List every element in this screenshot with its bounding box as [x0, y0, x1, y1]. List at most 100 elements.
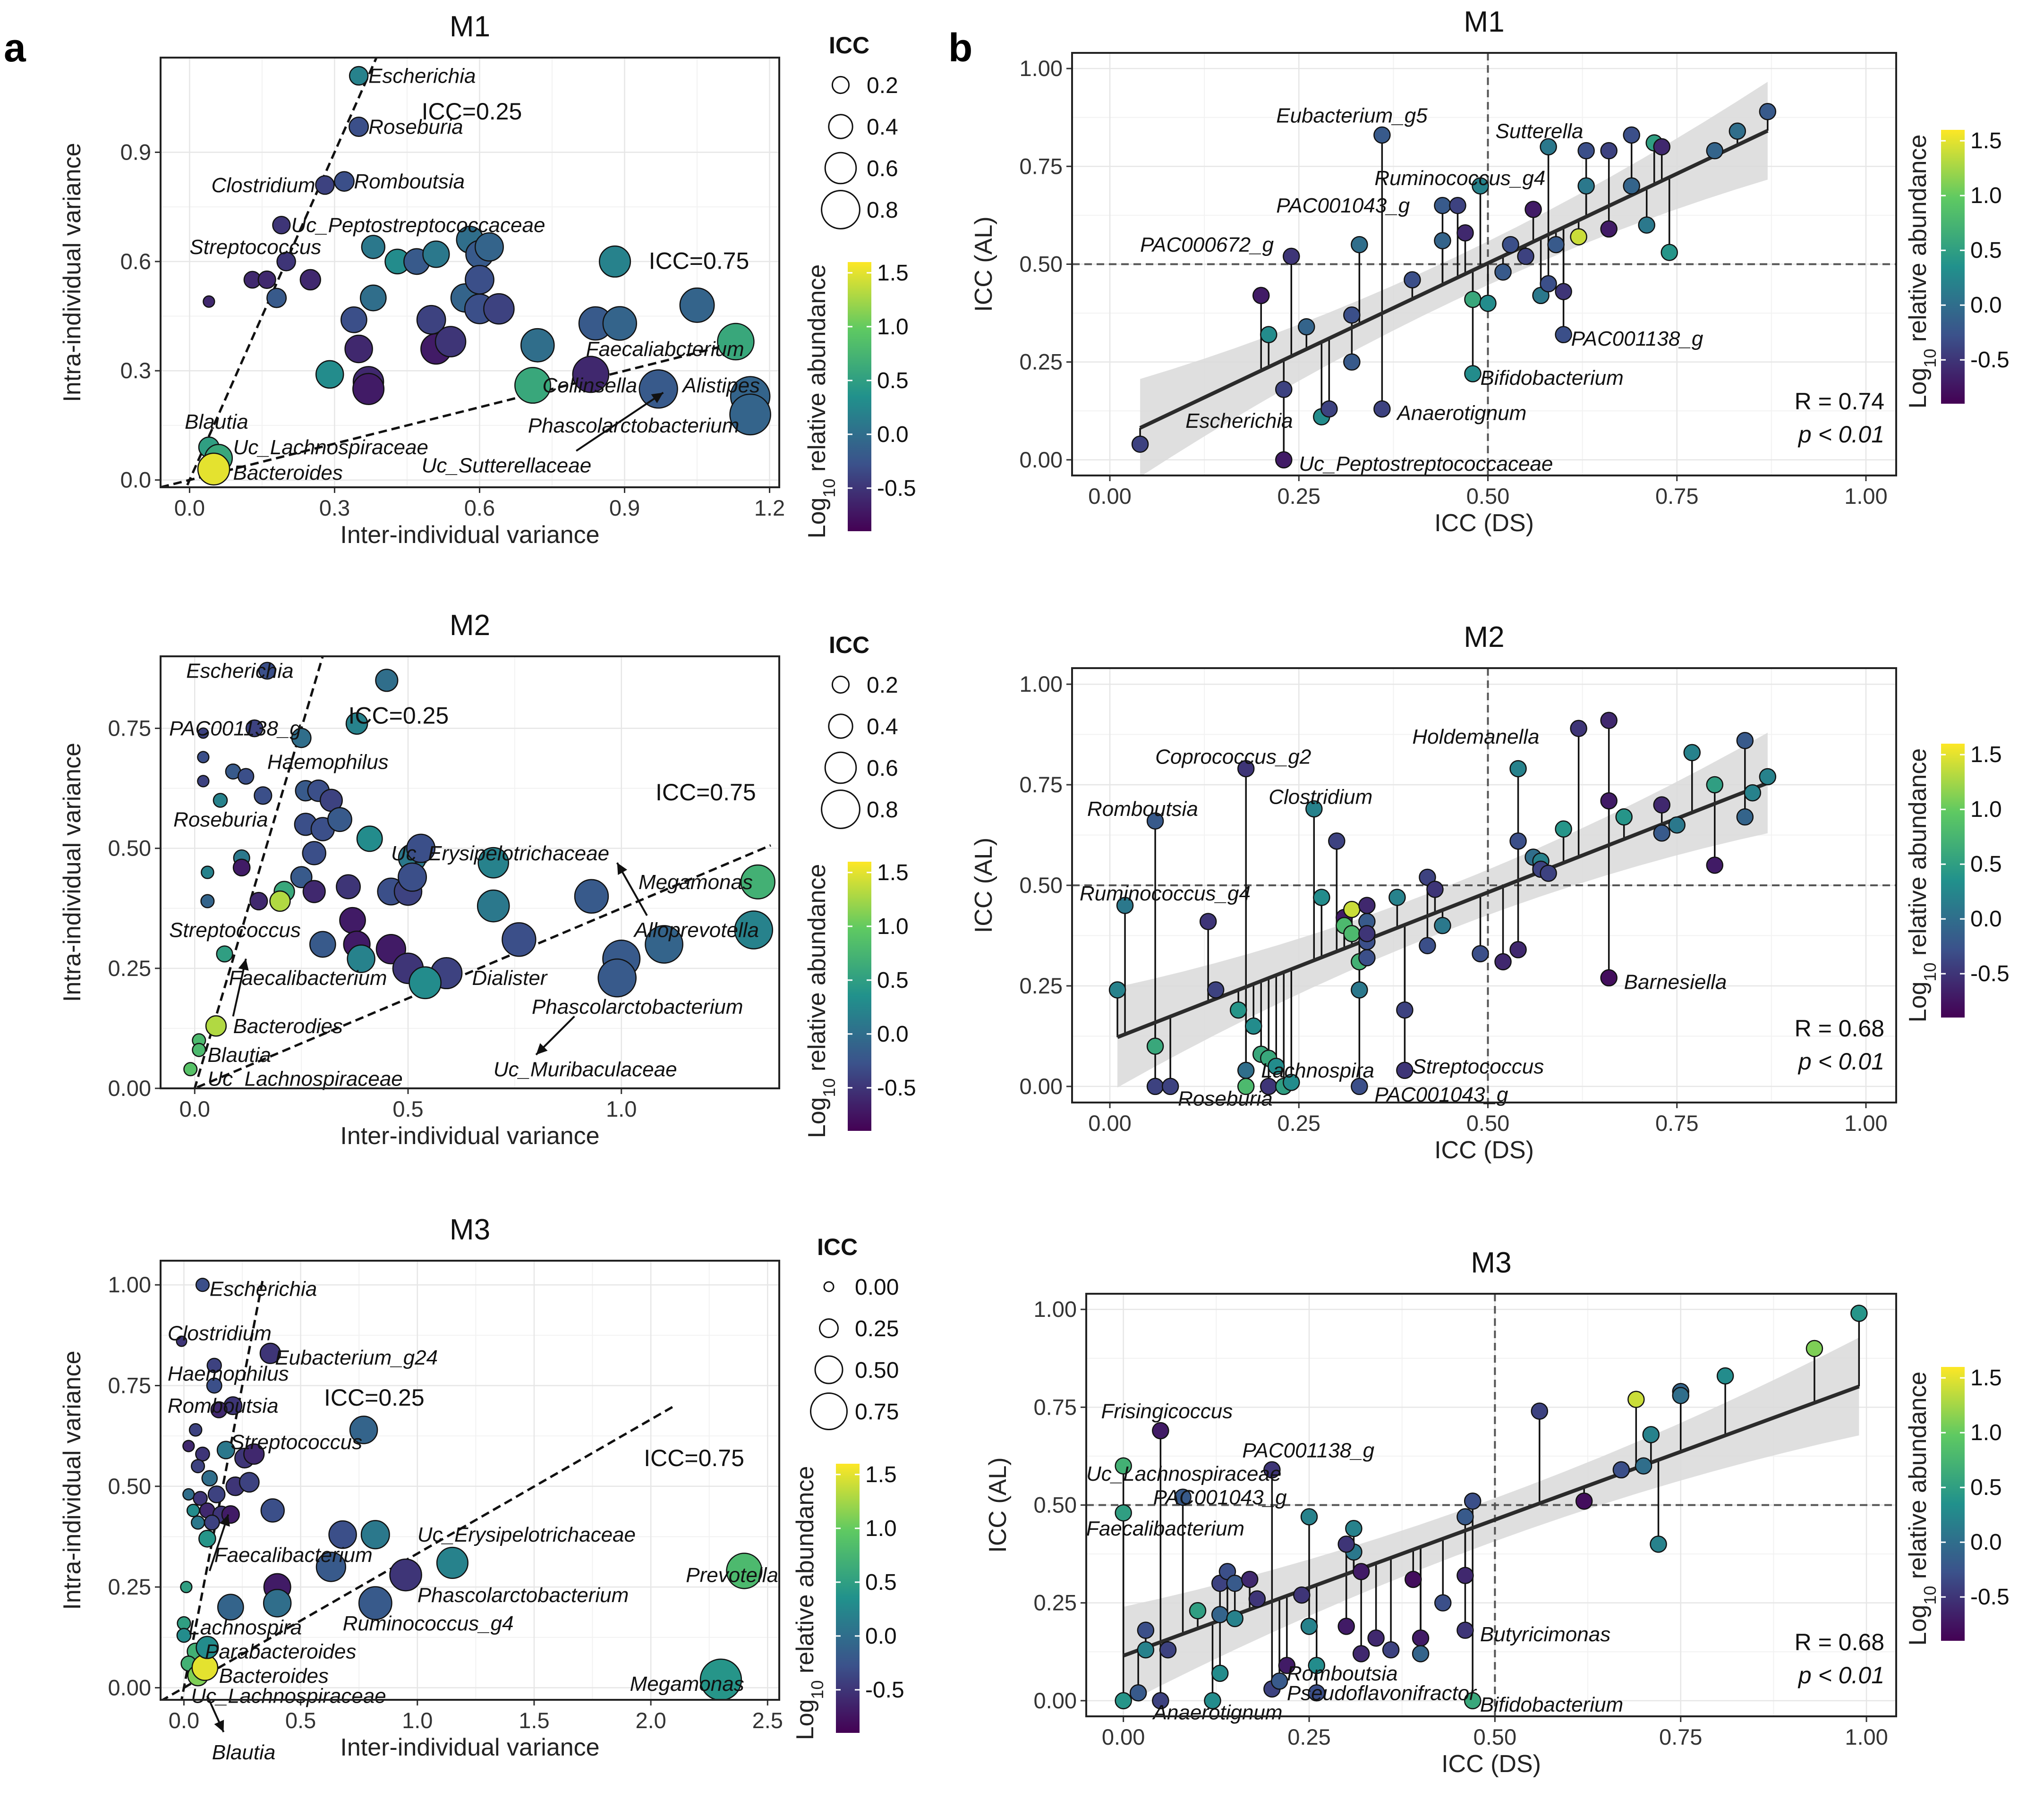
chart-b-M2-ytick-label: 0.75 [1020, 772, 1063, 797]
chart-b-M2-point [1706, 857, 1724, 874]
chart-b-M3-point [1337, 1536, 1355, 1553]
chart-a-M3-marks [161, 1276, 763, 1700]
chart-b-M2-colorbar-tick-label: 1.0 [1970, 797, 2002, 822]
chart-b-M1-colorbar-label-sub: 10 [1920, 349, 1940, 368]
chart-a-M3-point-label: Escherichia [210, 1278, 317, 1301]
chart-b-M1-point-label: Escherichia [1185, 409, 1293, 433]
chart-a-M2-title: M2 [450, 609, 490, 642]
chart-a-M2-ytick-label: 0.50 [108, 836, 151, 861]
chart-b-M3-colorbar-tick-label: 0.5 [1970, 1475, 2002, 1500]
chart-b-M2-point [1305, 800, 1323, 818]
chart-a-M1-point [344, 334, 373, 364]
chart-b-M2-xtick-label: 0.00 [1088, 1111, 1131, 1136]
chart-b-M3-point [1352, 1563, 1370, 1580]
chart-b-M3-point [1263, 1461, 1281, 1479]
chart-a-M3-point-label: Streptococcus [230, 1431, 362, 1454]
chart-b-M1-colorbar-tick-label: 0.0 [1970, 293, 2002, 318]
chart-b-M1-xtick-label: 0.75 [1655, 484, 1698, 509]
chart-a-M1-point-label: Clostridium [211, 174, 315, 197]
chart-b-M1-point-label: Sutterella [1496, 120, 1584, 143]
chart-b-M3-point [1642, 1426, 1660, 1443]
chart-a-M3-point [360, 1520, 390, 1550]
chart-a-M2-point [213, 793, 228, 808]
chart-a-M3-point [238, 1472, 260, 1493]
chart-b-M1-xlabel: ICC (DS) [1434, 509, 1534, 537]
chart-a-M2-size-legend-key [821, 789, 860, 829]
chart-b-M1-ylabel: ICC (AL) [970, 216, 997, 312]
chart-b-M2-colorbar-tick-label: 0.0 [1970, 907, 2002, 932]
chart-a-M3-xtick-label: 2.5 [752, 1708, 783, 1733]
chart-b-M3-point [1137, 1621, 1155, 1639]
chart-a-M2-colorbar-label-sub: 10 [819, 1078, 839, 1097]
chart-b-M2-point [1267, 1058, 1285, 1075]
chart-b-M1-title: M1 [1464, 6, 1504, 38]
chart-a-M2-size-legend-label: 0.2 [867, 673, 898, 698]
chart-a-M3-colorbar-label-text: relative abundance [792, 1466, 819, 1680]
chart-b-M2-point [1668, 816, 1686, 834]
chart-b-M1-point-label: PAC000672_g [1140, 233, 1274, 256]
chart-a-M2-size-legend-key [831, 675, 850, 694]
chart-b-M3-point [1806, 1340, 1823, 1357]
chart-a-M3-icc-line-label: ICC=0.75 [644, 1445, 744, 1471]
chart-a-M3-point [195, 1446, 210, 1462]
chart-b-M2-point [1600, 712, 1618, 729]
chart-a-M3-point [204, 1514, 220, 1531]
chart-a-M2-point [398, 862, 427, 892]
chart-a-M3-point [315, 1552, 347, 1582]
chart-a-M1-size-legend-label: 0.2 [867, 73, 898, 98]
chart-a-M1-colorbar-label-text: Log [803, 498, 831, 539]
chart-b-M2-point [1358, 949, 1376, 967]
chart-b-M2-point-label: Romboutsia [1087, 797, 1198, 821]
chart-a-M2-point [406, 833, 436, 863]
chart-a-M1-colorbar-tick-label: 1.0 [877, 314, 909, 339]
chart-b-M2-colorbar-tick-label: -0.5 [1970, 961, 2010, 986]
chart-b-M1-xtick-label: 1.00 [1844, 484, 1887, 509]
chart-b-M3-marks [1086, 1294, 1896, 1716]
chart-a-M3-point [186, 1503, 200, 1518]
chart-b-M1-point [1343, 306, 1361, 324]
chart-b-M3-point-label: Bifidobacterium [1480, 1693, 1623, 1716]
chart-a-M1-point [679, 287, 715, 323]
chart-a-M1-point [465, 265, 494, 295]
chart-b-M2-point [1600, 969, 1618, 987]
chart-a-M1-point-label: Roseburia [368, 116, 463, 139]
chart-a-M1-arrow-line [576, 391, 664, 452]
chart-a-M1-point-label: Uc_Lachnospiraceae [233, 436, 428, 459]
chart-b-M1-point [1320, 400, 1338, 418]
chart-b-M2-point [1509, 941, 1527, 959]
chart-b-M2-ytick-label: 0.00 [1020, 1074, 1063, 1099]
chart-a-M3-point [436, 1546, 468, 1579]
chart-b-M3-ylabel: ICC (AL) [984, 1457, 1012, 1552]
chart-a-M3-point [260, 1498, 285, 1523]
chart-a-M2-size-legend-key [828, 713, 853, 739]
chart-b-M2-point-label: Roseburia [1178, 1087, 1273, 1110]
chart-b-M1-fit-line [1139, 129, 1769, 430]
chart-a-M3-point-label: Phascolarctobacterium [417, 1584, 629, 1607]
chart-a-M3-point [217, 1594, 244, 1621]
chart-b-M3-point [1270, 1672, 1288, 1690]
chart-a-M1-point-label: Escherichia [368, 65, 476, 88]
chart-b-M3-point [1352, 1645, 1370, 1663]
chart-a-M2-point [409, 966, 442, 1000]
chart-a-M2-size-legend-label: 0.8 [867, 797, 898, 823]
chart-b-M3-point [1612, 1461, 1630, 1479]
chart-b-M2-point-label: Ruminococcus_g4 [1080, 882, 1251, 905]
chart-a-M1-colorbar [848, 262, 871, 531]
chart-a-M3-ytick-label: 0.00 [108, 1675, 151, 1700]
chart-b-M3-point [1405, 1570, 1422, 1588]
chart-a-M2-point-label: Bacterodies [233, 1015, 343, 1038]
chart-a-M3-size-legend-label: 0.25 [855, 1316, 899, 1341]
chart-b-M1-point-label: PAC001043_g [1276, 194, 1410, 217]
chart-a-M3-point [263, 1588, 292, 1618]
chart-b-M3-point [1152, 1692, 1169, 1710]
chart-a-M3-ylabel: Intra-individual variance [59, 1350, 86, 1610]
chart-b-M2-ylabel: ICC (AL) [970, 838, 997, 933]
chart-a-M2-arrow-head [536, 1043, 548, 1055]
chart-b-M1-point [1494, 263, 1512, 281]
chart-a-M2-point [336, 874, 361, 899]
chart-a-M2-point [645, 925, 683, 964]
chart-a-M2-colorbar-label: Log10 relative abundance [803, 864, 839, 1138]
chart-b-M3-point [1115, 1457, 1132, 1475]
chart-b-M1-point [1555, 283, 1572, 300]
chart-b-M3-point [1672, 1387, 1689, 1404]
